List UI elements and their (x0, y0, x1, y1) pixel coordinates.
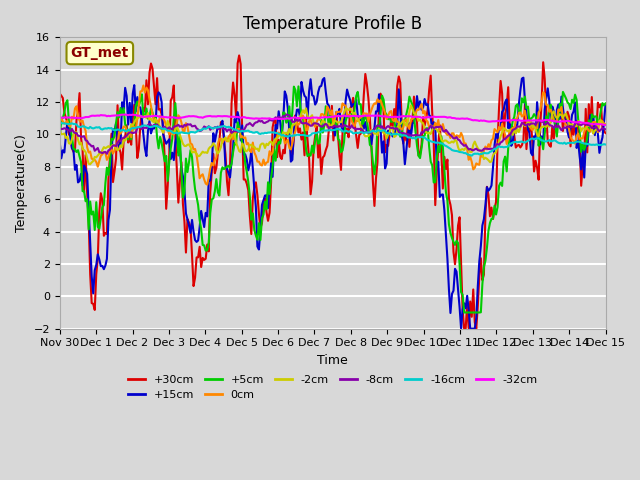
-16cm (220, 123, 228, 129)
-8cm (574, 122, 582, 128)
-16cm (574, 139, 582, 144)
0cm (221, 136, 229, 142)
-2cm (574, 118, 582, 124)
-32cm (248, 116, 255, 121)
+30cm (602, 130, 609, 136)
0cm (204, 182, 211, 188)
-2cm (238, 141, 246, 146)
+5cm (296, 100, 304, 106)
+5cm (123, 127, 131, 132)
-16cm (238, 128, 246, 134)
-32cm (602, 122, 609, 128)
+30cm (236, 52, 243, 58)
+30cm (219, 120, 227, 126)
-2cm (124, 131, 132, 137)
-2cm (86, 161, 94, 167)
-32cm (122, 112, 129, 118)
-16cm (56, 120, 63, 126)
Line: +30cm: +30cm (60, 55, 605, 329)
-8cm (282, 112, 290, 118)
-16cm (124, 127, 132, 132)
-8cm (238, 127, 246, 132)
+5cm (237, 132, 244, 138)
Y-axis label: Temperature(C): Temperature(C) (15, 134, 28, 232)
0cm (123, 127, 131, 133)
0cm (56, 117, 63, 123)
-32cm (573, 120, 580, 125)
-8cm (56, 126, 63, 132)
-32cm (56, 115, 63, 121)
+15cm (123, 93, 131, 99)
Line: +5cm: +5cm (60, 86, 605, 312)
+30cm (296, 126, 304, 132)
-2cm (602, 122, 609, 128)
+5cm (56, 133, 63, 139)
Line: 0cm: 0cm (60, 85, 605, 185)
+15cm (246, 161, 253, 167)
+5cm (574, 116, 582, 122)
-16cm (58, 120, 65, 126)
-2cm (220, 136, 228, 142)
-2cm (296, 114, 304, 120)
+15cm (219, 118, 227, 124)
-8cm (248, 122, 255, 128)
+30cm (56, 91, 63, 96)
-16cm (468, 153, 476, 158)
+15cm (520, 75, 527, 81)
-32cm (220, 113, 228, 119)
Legend: +30cm, +15cm, +5cm, 0cm, -2cm, -8cm, -16cm, -32cm: +30cm, +15cm, +5cm, 0cm, -2cm, -8cm, -16… (124, 370, 541, 405)
Line: -32cm: -32cm (60, 115, 605, 125)
-8cm (103, 151, 111, 156)
+15cm (574, 138, 582, 144)
Line: -8cm: -8cm (60, 115, 605, 154)
0cm (602, 121, 609, 127)
+15cm (56, 140, 63, 145)
+30cm (123, 122, 131, 128)
-8cm (298, 120, 305, 126)
0cm (140, 83, 147, 88)
0cm (298, 113, 305, 119)
0cm (240, 135, 248, 141)
+5cm (219, 164, 227, 170)
Line: -16cm: -16cm (60, 123, 605, 156)
-16cm (602, 142, 609, 147)
-2cm (407, 103, 415, 108)
+15cm (294, 107, 302, 112)
+30cm (238, 129, 246, 134)
+15cm (457, 326, 465, 332)
-16cm (296, 132, 304, 138)
+5cm (294, 84, 302, 89)
-16cm (248, 129, 255, 135)
Line: +15cm: +15cm (60, 78, 605, 329)
+15cm (602, 102, 609, 108)
+5cm (602, 100, 609, 106)
Title: Temperature Profile B: Temperature Profile B (243, 15, 422, 33)
Line: -2cm: -2cm (60, 106, 605, 164)
0cm (574, 131, 582, 136)
-8cm (602, 126, 609, 132)
-32cm (124, 112, 132, 118)
+30cm (248, 231, 255, 237)
-8cm (124, 131, 132, 136)
-2cm (56, 127, 63, 133)
-8cm (220, 126, 228, 132)
-2cm (248, 142, 255, 148)
-32cm (238, 115, 246, 120)
+5cm (246, 193, 253, 199)
+15cm (237, 137, 244, 143)
+30cm (574, 126, 582, 132)
-32cm (296, 115, 304, 121)
0cm (249, 140, 257, 145)
X-axis label: Time: Time (317, 354, 348, 367)
+30cm (460, 326, 468, 332)
Text: GT_met: GT_met (70, 46, 129, 60)
+5cm (460, 310, 468, 315)
